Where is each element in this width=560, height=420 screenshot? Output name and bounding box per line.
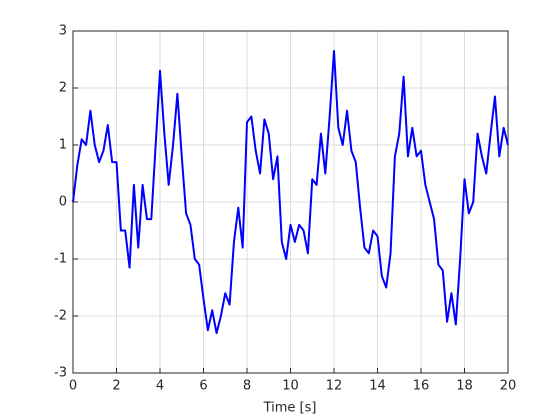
x-tick-label: 8 bbox=[243, 379, 251, 394]
x-tick-label: 12 bbox=[326, 379, 343, 394]
y-tick-label: -3 bbox=[54, 366, 67, 381]
y-tick-label: 1 bbox=[59, 138, 67, 153]
x-tick-label: 6 bbox=[199, 379, 207, 394]
y-tick-label: -2 bbox=[54, 309, 67, 324]
x-tick-label: 14 bbox=[369, 379, 386, 394]
line bbox=[72, 49, 509, 335]
y-tick-label: 3 bbox=[59, 24, 67, 39]
x-tick-label: 0 bbox=[69, 379, 77, 394]
x-tick-label: 16 bbox=[413, 379, 430, 394]
y-tick-label: 0 bbox=[59, 195, 67, 210]
x-tick-label: 10 bbox=[282, 379, 299, 394]
x-axis-label: Time [s] bbox=[263, 401, 317, 416]
y-tick-label: -1 bbox=[54, 252, 67, 267]
x-tick-label: 20 bbox=[500, 379, 517, 394]
y-tick-label: 2 bbox=[59, 81, 67, 96]
x-tick-label: 18 bbox=[456, 379, 473, 394]
x-tick-label: 2 bbox=[112, 379, 120, 394]
x-tick-label: 4 bbox=[156, 379, 164, 394]
